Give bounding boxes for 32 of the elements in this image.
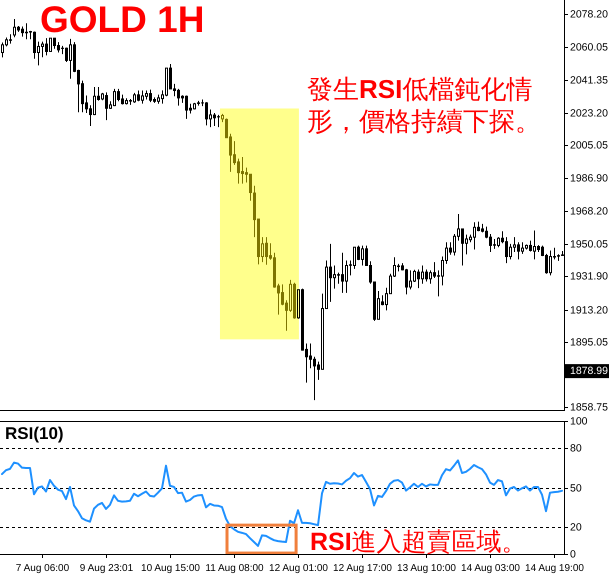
y-tick-label: 50 [570, 482, 582, 494]
x-tick-label: 7 Aug 06:00 [16, 563, 70, 574]
y-tick-label: 20 [570, 522, 582, 534]
annotation: 發生RSI低檔鈍化情形，價格持續下探。 [307, 74, 541, 136]
y-tick-label: 2005.05 [570, 140, 608, 152]
y-tick-label: 80 [570, 442, 582, 454]
y-tick-label: 2060.05 [570, 42, 608, 54]
y-tick-label: 1968.20 [570, 206, 608, 218]
y-tick-label: 2078.20 [570, 8, 608, 20]
y-tick-label: 1858.75 [570, 402, 608, 414]
y-tick-label: 1986.90 [570, 172, 608, 184]
y-tick-label: 2023.20 [570, 108, 608, 120]
axis-value-tag: 1878.99 [565, 364, 609, 378]
x-tick-label: 9 Aug 23:01 [80, 563, 134, 574]
y-tick-label: 1913.20 [570, 304, 608, 316]
x-tick-label: 10 Aug 15:00 [141, 563, 200, 574]
y-tick-label: 1950.05 [570, 238, 608, 250]
y-tick-label: 100 [570, 416, 588, 428]
y-tick-label: 0 [570, 548, 576, 560]
y-tick-label: 2041.35 [570, 74, 608, 86]
x-tick-label: 11 Aug 08:00 [205, 563, 264, 574]
x-tick-label: 14 Aug 03:00 [461, 563, 520, 574]
annotation: RSI進入超賣區域。 [310, 528, 527, 556]
title: GOLD 1H [40, 0, 204, 40]
x-tick-label: 14 Aug 19:00 [525, 563, 584, 574]
y-tick-label: 1931.90 [570, 270, 608, 282]
x-tick-label: 13 Aug 10:00 [397, 563, 456, 574]
title: RSI(10) [5, 424, 64, 443]
x-tick-label: 12 Aug 01:00 [269, 563, 328, 574]
y-tick-label: 1895.05 [570, 336, 608, 348]
x-tick-label: 12 Aug 17:00 [333, 563, 392, 574]
annotation: 1878.99 [570, 365, 608, 378]
